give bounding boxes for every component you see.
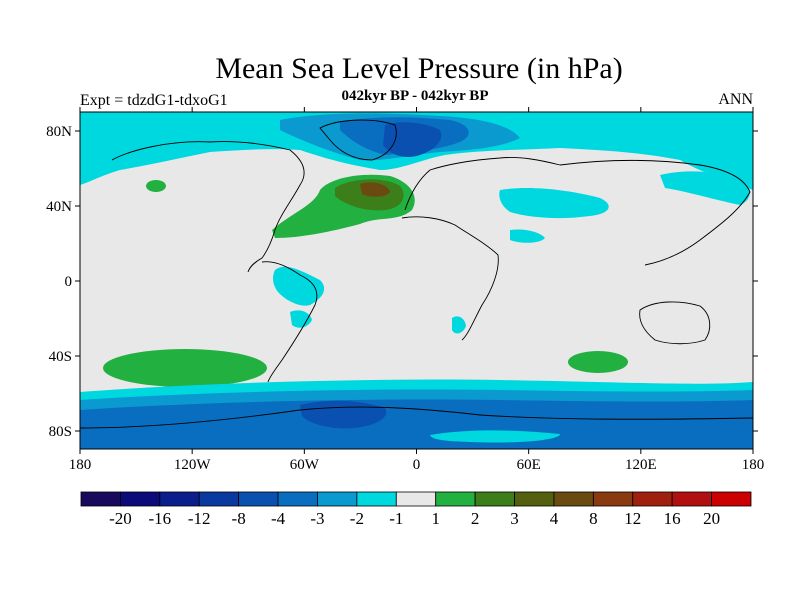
greenland-coast	[319, 119, 397, 161]
south-pacific-green	[103, 349, 267, 387]
colorbar-swatch	[317, 491, 358, 507]
south-indian-green	[568, 351, 628, 373]
colorbar-swatch	[711, 491, 752, 507]
asia-cyan-patch	[499, 187, 609, 219]
colorbar-label: 20	[703, 509, 720, 528]
colorbar-swatch	[435, 491, 476, 507]
colorbar-swatch	[277, 491, 318, 507]
map-axes: 80N 40N 0 40S 80S 180 120W 60W 0 60E 120E 180	[46, 107, 764, 473]
colorbar-label: 1	[431, 509, 440, 528]
colorbar-swatch	[80, 491, 121, 507]
colorbar-label: -4	[271, 509, 286, 528]
east-asia-cyan-patch	[660, 171, 750, 205]
lon-tick-label: 180	[69, 457, 92, 473]
coastlines	[80, 119, 753, 429]
colorbar-label: -20	[109, 509, 132, 528]
colorbar-label: -3	[310, 509, 324, 528]
colorbar-swatch	[395, 491, 437, 507]
lon-tick-label: 180	[742, 457, 765, 473]
colorbar-swatch	[632, 491, 673, 507]
central-asia-cyan-patch	[510, 229, 545, 243]
colorbar-swatch	[514, 491, 555, 507]
colorbar-label: -12	[188, 509, 211, 528]
asia-coast	[559, 160, 751, 266]
north-pacific-green	[146, 180, 166, 192]
colorbar-label: 4	[550, 509, 559, 528]
lat-tick-label: 80N	[46, 124, 72, 140]
colorbar-label: 16	[664, 509, 681, 528]
colorbar-label: 2	[471, 509, 480, 528]
colorbar: -20 -16 -12 -8 -4 -3 -2 -1 1 2 3 4 8 12 16 20	[80, 491, 752, 528]
lon-tick-label: 60W	[290, 457, 320, 473]
africa-coast	[401, 216, 499, 341]
australia-coast	[639, 301, 711, 345]
colorbar-swatch	[159, 491, 200, 507]
south-africa-cyan-patch	[452, 316, 466, 334]
colorbar-label: 8	[589, 509, 598, 528]
colorbar-label: 12	[624, 509, 641, 528]
colorbar-swatch	[198, 491, 240, 507]
lat-tick-label: 40S	[49, 349, 72, 365]
north-america-coast	[111, 141, 305, 273]
lat-tick-label: 40N	[46, 199, 72, 215]
europe-coast	[404, 157, 561, 211]
colorbar-swatch	[474, 491, 515, 507]
colorbar-label: 3	[510, 509, 519, 528]
antarctic-cyan-patch	[430, 430, 560, 443]
pressure-field	[80, 112, 753, 449]
colorbar-label: -16	[148, 509, 171, 528]
colorbar-label: -8	[232, 509, 246, 528]
south-america-coast	[261, 261, 318, 383]
southern-ocean-blue	[80, 399, 753, 449]
lon-tick-label: 60E	[517, 457, 541, 473]
colorbar-swatch	[671, 491, 712, 507]
period-label: 042kyr BP - 042kyr BP	[341, 88, 489, 104]
colorbar-swatch	[238, 491, 279, 507]
experiment-label: Expt = tdzdG1-tdxoG1	[80, 92, 228, 109]
chart-title: Mean Sea Level Pressure (in hPa)	[215, 52, 623, 85]
colorbar-swatch	[553, 491, 594, 507]
arctic-dark-blue	[383, 122, 442, 157]
south-america-cyan-patch-2	[290, 310, 312, 328]
colorbar-swatch	[356, 491, 397, 507]
north-atlantic-brown	[360, 182, 390, 197]
colorbar-swatch	[592, 491, 634, 507]
south-america-cyan-patch	[273, 266, 325, 306]
lon-tick-label: 120W	[174, 457, 212, 473]
colorbar-label: -2	[350, 509, 364, 528]
colorbar-swatch	[120, 491, 161, 507]
lat-tick-label: 80S	[49, 424, 72, 440]
colorbar-label: -1	[389, 509, 403, 528]
lat-tick-label: 0	[65, 274, 73, 290]
antarctica-coast	[80, 406, 753, 429]
lon-tick-label: 0	[413, 457, 421, 473]
season-label: ANN	[718, 91, 753, 108]
lon-tick-label: 120E	[625, 457, 657, 473]
